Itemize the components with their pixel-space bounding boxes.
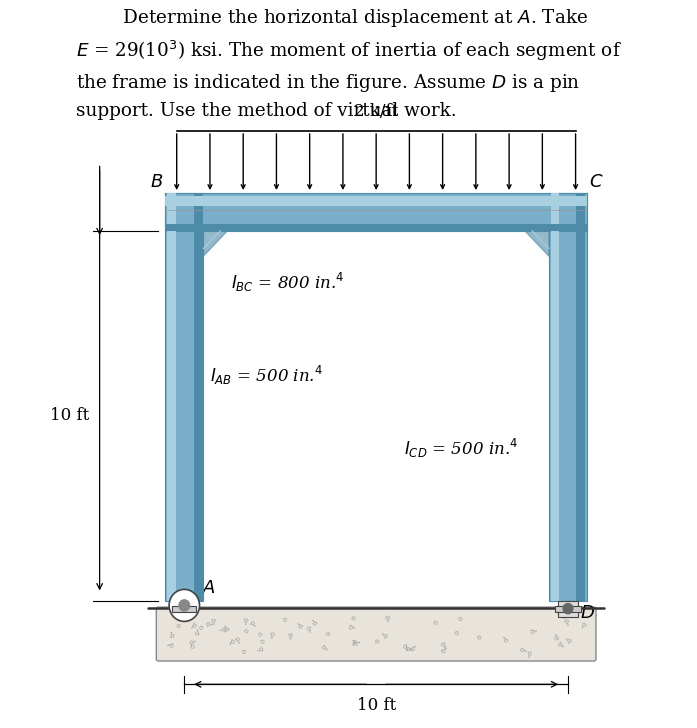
Polygon shape: [525, 231, 549, 256]
Text: b: b: [220, 625, 229, 632]
Text: b: b: [382, 631, 390, 641]
Text: d: d: [553, 633, 560, 643]
Text: o: o: [259, 637, 268, 644]
Circle shape: [169, 590, 199, 622]
Text: p: p: [243, 616, 250, 625]
Bar: [165, 224, 587, 231]
Bar: [172, 606, 197, 612]
Text: o: o: [281, 615, 290, 622]
Text: $C$: $C$: [589, 173, 604, 191]
Bar: [558, 601, 578, 617]
Text: $I_{CD}$ = 500 in.$^4$: $I_{CD}$ = 500 in.$^4$: [404, 437, 518, 460]
Circle shape: [563, 604, 573, 614]
Text: d: d: [194, 629, 201, 638]
Text: d: d: [351, 636, 357, 644]
Circle shape: [179, 600, 190, 611]
Text: o: o: [433, 617, 438, 625]
Bar: [167, 193, 176, 601]
Text: q: q: [169, 630, 174, 638]
Text: $B$: $B$: [150, 173, 163, 191]
Text: q: q: [401, 642, 408, 651]
Text: p: p: [234, 635, 243, 644]
Text: q: q: [320, 642, 328, 652]
Text: $A$: $A$: [201, 579, 215, 597]
Text: b: b: [306, 622, 312, 631]
Text: o: o: [243, 625, 251, 633]
Text: d: d: [229, 635, 236, 644]
Text: b: b: [258, 646, 266, 651]
Text: d: d: [310, 618, 319, 627]
Bar: [555, 606, 581, 612]
Text: p: p: [269, 630, 275, 638]
Text: q: q: [556, 640, 565, 649]
FancyBboxPatch shape: [156, 607, 596, 661]
Text: d: d: [296, 622, 305, 630]
Text: o: o: [456, 612, 464, 622]
Text: p: p: [404, 646, 413, 652]
Text: $I_{BC}$ = 800 in.$^4$: $I_{BC}$ = 800 in.$^4$: [231, 271, 344, 294]
Text: p: p: [526, 649, 533, 658]
Polygon shape: [204, 231, 227, 256]
Text: b: b: [210, 614, 217, 623]
Bar: [576, 193, 585, 601]
Text: o: o: [349, 612, 358, 622]
Text: q: q: [346, 622, 355, 630]
Text: o: o: [374, 635, 380, 644]
Text: o: o: [475, 631, 484, 640]
Text: d: d: [223, 625, 232, 633]
Text: $I_{AB}$ = 500 in.$^4$: $I_{AB}$ = 500 in.$^4$: [210, 364, 323, 387]
Text: 2 k/ft: 2 k/ft: [354, 103, 398, 120]
Text: o: o: [197, 623, 206, 630]
Bar: [549, 193, 587, 601]
Text: q: q: [529, 628, 537, 634]
Text: Determine the horizontal displacement at $A$. Take
$E$ = 29(10$^3$) ksi. The mom: Determine the horizontal displacement at…: [75, 7, 622, 120]
Text: p: p: [204, 620, 213, 627]
Text: o: o: [175, 622, 184, 628]
Text: q: q: [518, 646, 527, 654]
Text: d: d: [190, 620, 199, 629]
Text: q: q: [353, 641, 361, 646]
Text: q: q: [408, 644, 418, 652]
Bar: [194, 193, 204, 601]
Text: o: o: [190, 641, 195, 649]
Bar: [165, 193, 204, 601]
Text: p: p: [287, 630, 294, 640]
Text: q: q: [441, 641, 447, 649]
Text: p: p: [188, 637, 197, 646]
Text: b: b: [384, 612, 392, 620]
Text: b: b: [580, 619, 589, 628]
Text: o: o: [256, 629, 265, 638]
Bar: [551, 193, 559, 601]
Text: o: o: [240, 649, 249, 654]
Text: 10 ft: 10 ft: [50, 407, 89, 424]
Text: q: q: [440, 646, 449, 654]
Bar: [165, 193, 587, 231]
Text: $D$: $D$: [580, 604, 595, 622]
Text: 10 ft: 10 ft: [357, 697, 396, 714]
Text: p: p: [248, 619, 258, 627]
Text: p: p: [562, 617, 572, 626]
Text: b: b: [565, 636, 574, 646]
Text: o: o: [325, 630, 330, 638]
Text: o: o: [453, 630, 461, 635]
Text: o: o: [560, 612, 569, 619]
Text: d: d: [167, 641, 176, 648]
Text: d: d: [502, 636, 511, 644]
Bar: [165, 196, 587, 206]
